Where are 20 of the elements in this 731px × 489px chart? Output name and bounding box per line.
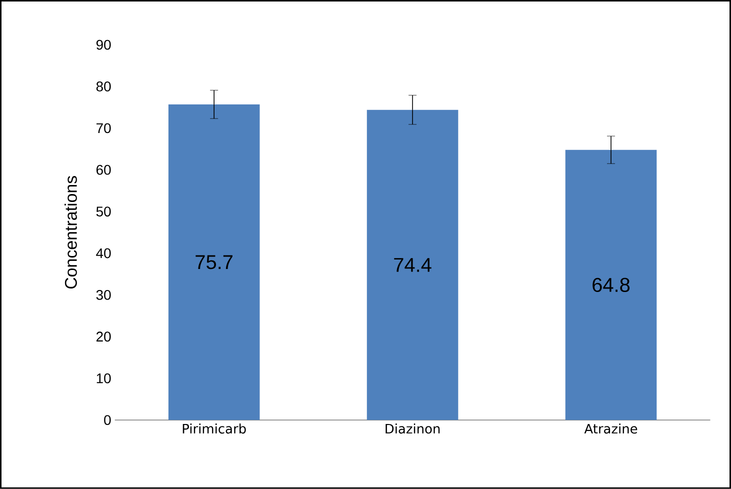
y-tick-label: 30: [96, 290, 111, 300]
x-tick-label: Pirimicarb: [182, 424, 246, 434]
y-tick-label: 80: [96, 82, 111, 92]
data-label: 64.8: [592, 278, 630, 292]
y-tick-label: 40: [96, 248, 111, 258]
y-tick-label: 60: [96, 164, 111, 175]
bar: [366, 110, 458, 420]
y-tick-label: 70: [96, 123, 111, 134]
y-tick-label: 10: [96, 373, 111, 384]
y-axis-title: Concentrations: [64, 176, 77, 289]
y-tick-label: 90: [96, 40, 111, 50]
x-tick-label: Diazinon: [386, 424, 440, 434]
y-tick-label: 50: [96, 206, 111, 217]
y-tick-label: 0: [104, 415, 111, 426]
x-tick-label: Atrazine: [584, 424, 638, 434]
data-label: 75.7: [196, 255, 232, 270]
data-label: 74.4: [394, 258, 432, 272]
bar: [168, 104, 260, 420]
bar: [565, 150, 657, 420]
y-tick-label: 20: [96, 332, 111, 342]
